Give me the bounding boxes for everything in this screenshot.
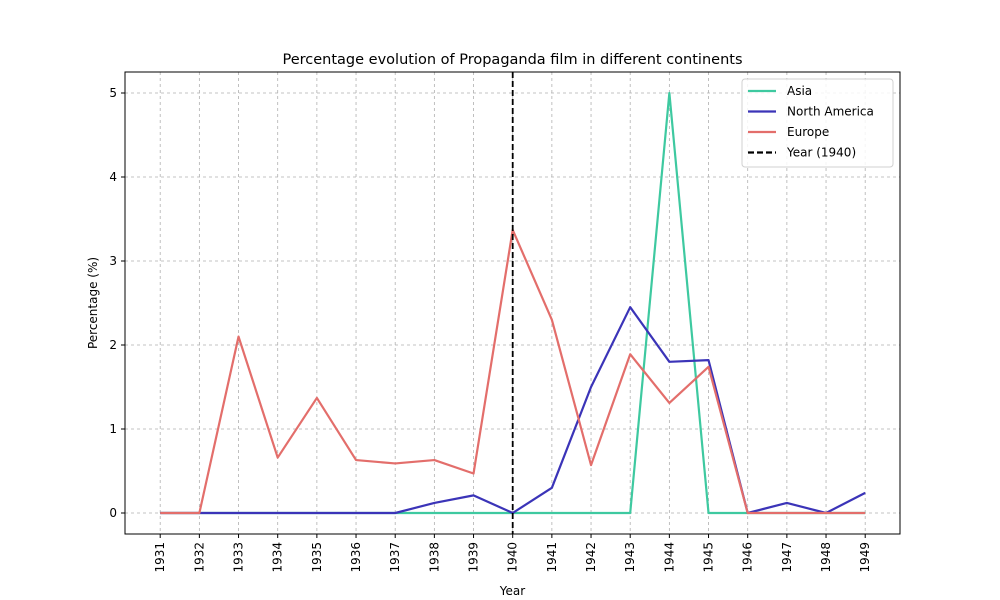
legend-label: North America: [787, 105, 874, 119]
x-tick-label: 1943: [623, 542, 637, 573]
legend: Asia North America Europe Year (1940): [741, 78, 894, 168]
x-tick-label: 1947: [780, 542, 794, 573]
y-axis-ticks: 0 1 2 3 4 5: [109, 86, 125, 520]
chart-title: Percentage evolution of Propaganda film …: [282, 52, 742, 68]
legend-label: Asia: [787, 84, 812, 98]
legend-label: Europe: [787, 125, 829, 139]
y-tick-label: 0: [109, 506, 117, 520]
y-tick-label: 3: [109, 254, 117, 268]
legend-label: Year (1940): [786, 146, 856, 160]
x-tick-label: 1933: [232, 542, 246, 573]
x-tick-label: 1941: [545, 542, 559, 573]
x-tick-label: 1935: [310, 542, 324, 573]
x-tick-label: 1945: [702, 542, 716, 573]
x-axis-title: Year: [499, 584, 525, 598]
x-tick-label: 1937: [388, 542, 402, 573]
y-tick-label: 1: [109, 422, 117, 436]
x-tick-label: 1938: [427, 542, 441, 573]
legend-box: [741, 78, 894, 168]
x-tick-label: 1932: [192, 542, 206, 573]
x-tick-label: 1936: [349, 542, 363, 573]
x-tick-label: 1934: [271, 542, 285, 573]
y-tick-label: 4: [109, 170, 117, 184]
x-axis-ticks: 1931 1932 1933 1934 1935 1936 1937 1938 1939 1940…: [153, 534, 872, 573]
y-tick-label: 2: [109, 338, 117, 352]
y-tick-label: 5: [109, 86, 117, 100]
x-tick-label: 1939: [467, 542, 481, 573]
x-tick-label: 1946: [741, 542, 755, 573]
y-axis-title: Percentage (%): [86, 257, 100, 349]
x-tick-label: 1944: [662, 542, 676, 573]
x-tick-label: 1940: [506, 542, 520, 573]
x-tick-label: 1949: [858, 542, 872, 573]
x-tick-label: 1931: [153, 542, 167, 573]
x-tick-label: 1948: [819, 542, 833, 573]
x-tick-label: 1942: [584, 542, 598, 573]
